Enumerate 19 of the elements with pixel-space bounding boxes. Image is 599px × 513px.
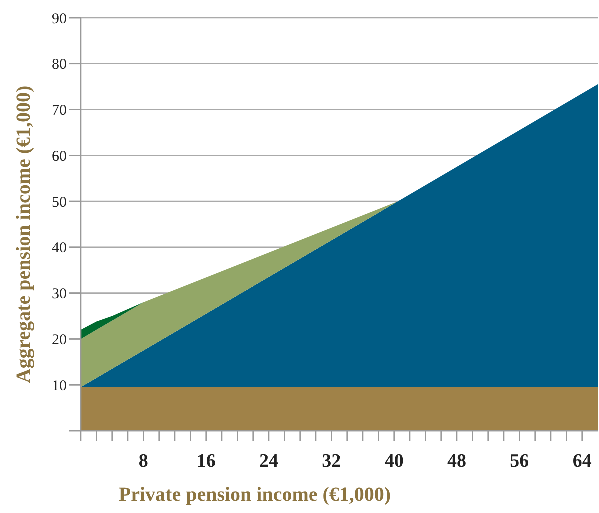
y-tick-label: 70 xyxy=(52,103,67,120)
y-axis-title: Aggregate pension income (€1,000) xyxy=(13,86,35,384)
x-tick-label: 40 xyxy=(384,451,404,472)
x-tick-label: 24 xyxy=(260,451,279,472)
x-tick-label: 8 xyxy=(138,451,148,472)
y-tick-label: 40 xyxy=(52,240,67,257)
y-tick-label: 90 xyxy=(52,11,67,28)
x-tick-label: 56 xyxy=(510,451,530,472)
x-tick-label: 16 xyxy=(196,451,216,472)
y-tick-label: 50 xyxy=(52,194,67,211)
y-tick-label: 80 xyxy=(52,57,67,74)
x-tick-label: 48 xyxy=(448,451,466,472)
x-tick-label: 64 xyxy=(572,451,592,472)
x-tick-label: 32 xyxy=(322,451,342,472)
y-tick-label: 20 xyxy=(52,332,67,348)
y-tick-label: 30 xyxy=(52,286,67,303)
y-tick-label: 10 xyxy=(52,378,67,394)
x-axis-title: Private pension income (€1,000) xyxy=(118,484,392,506)
y-tick-label: 60 xyxy=(52,148,67,165)
